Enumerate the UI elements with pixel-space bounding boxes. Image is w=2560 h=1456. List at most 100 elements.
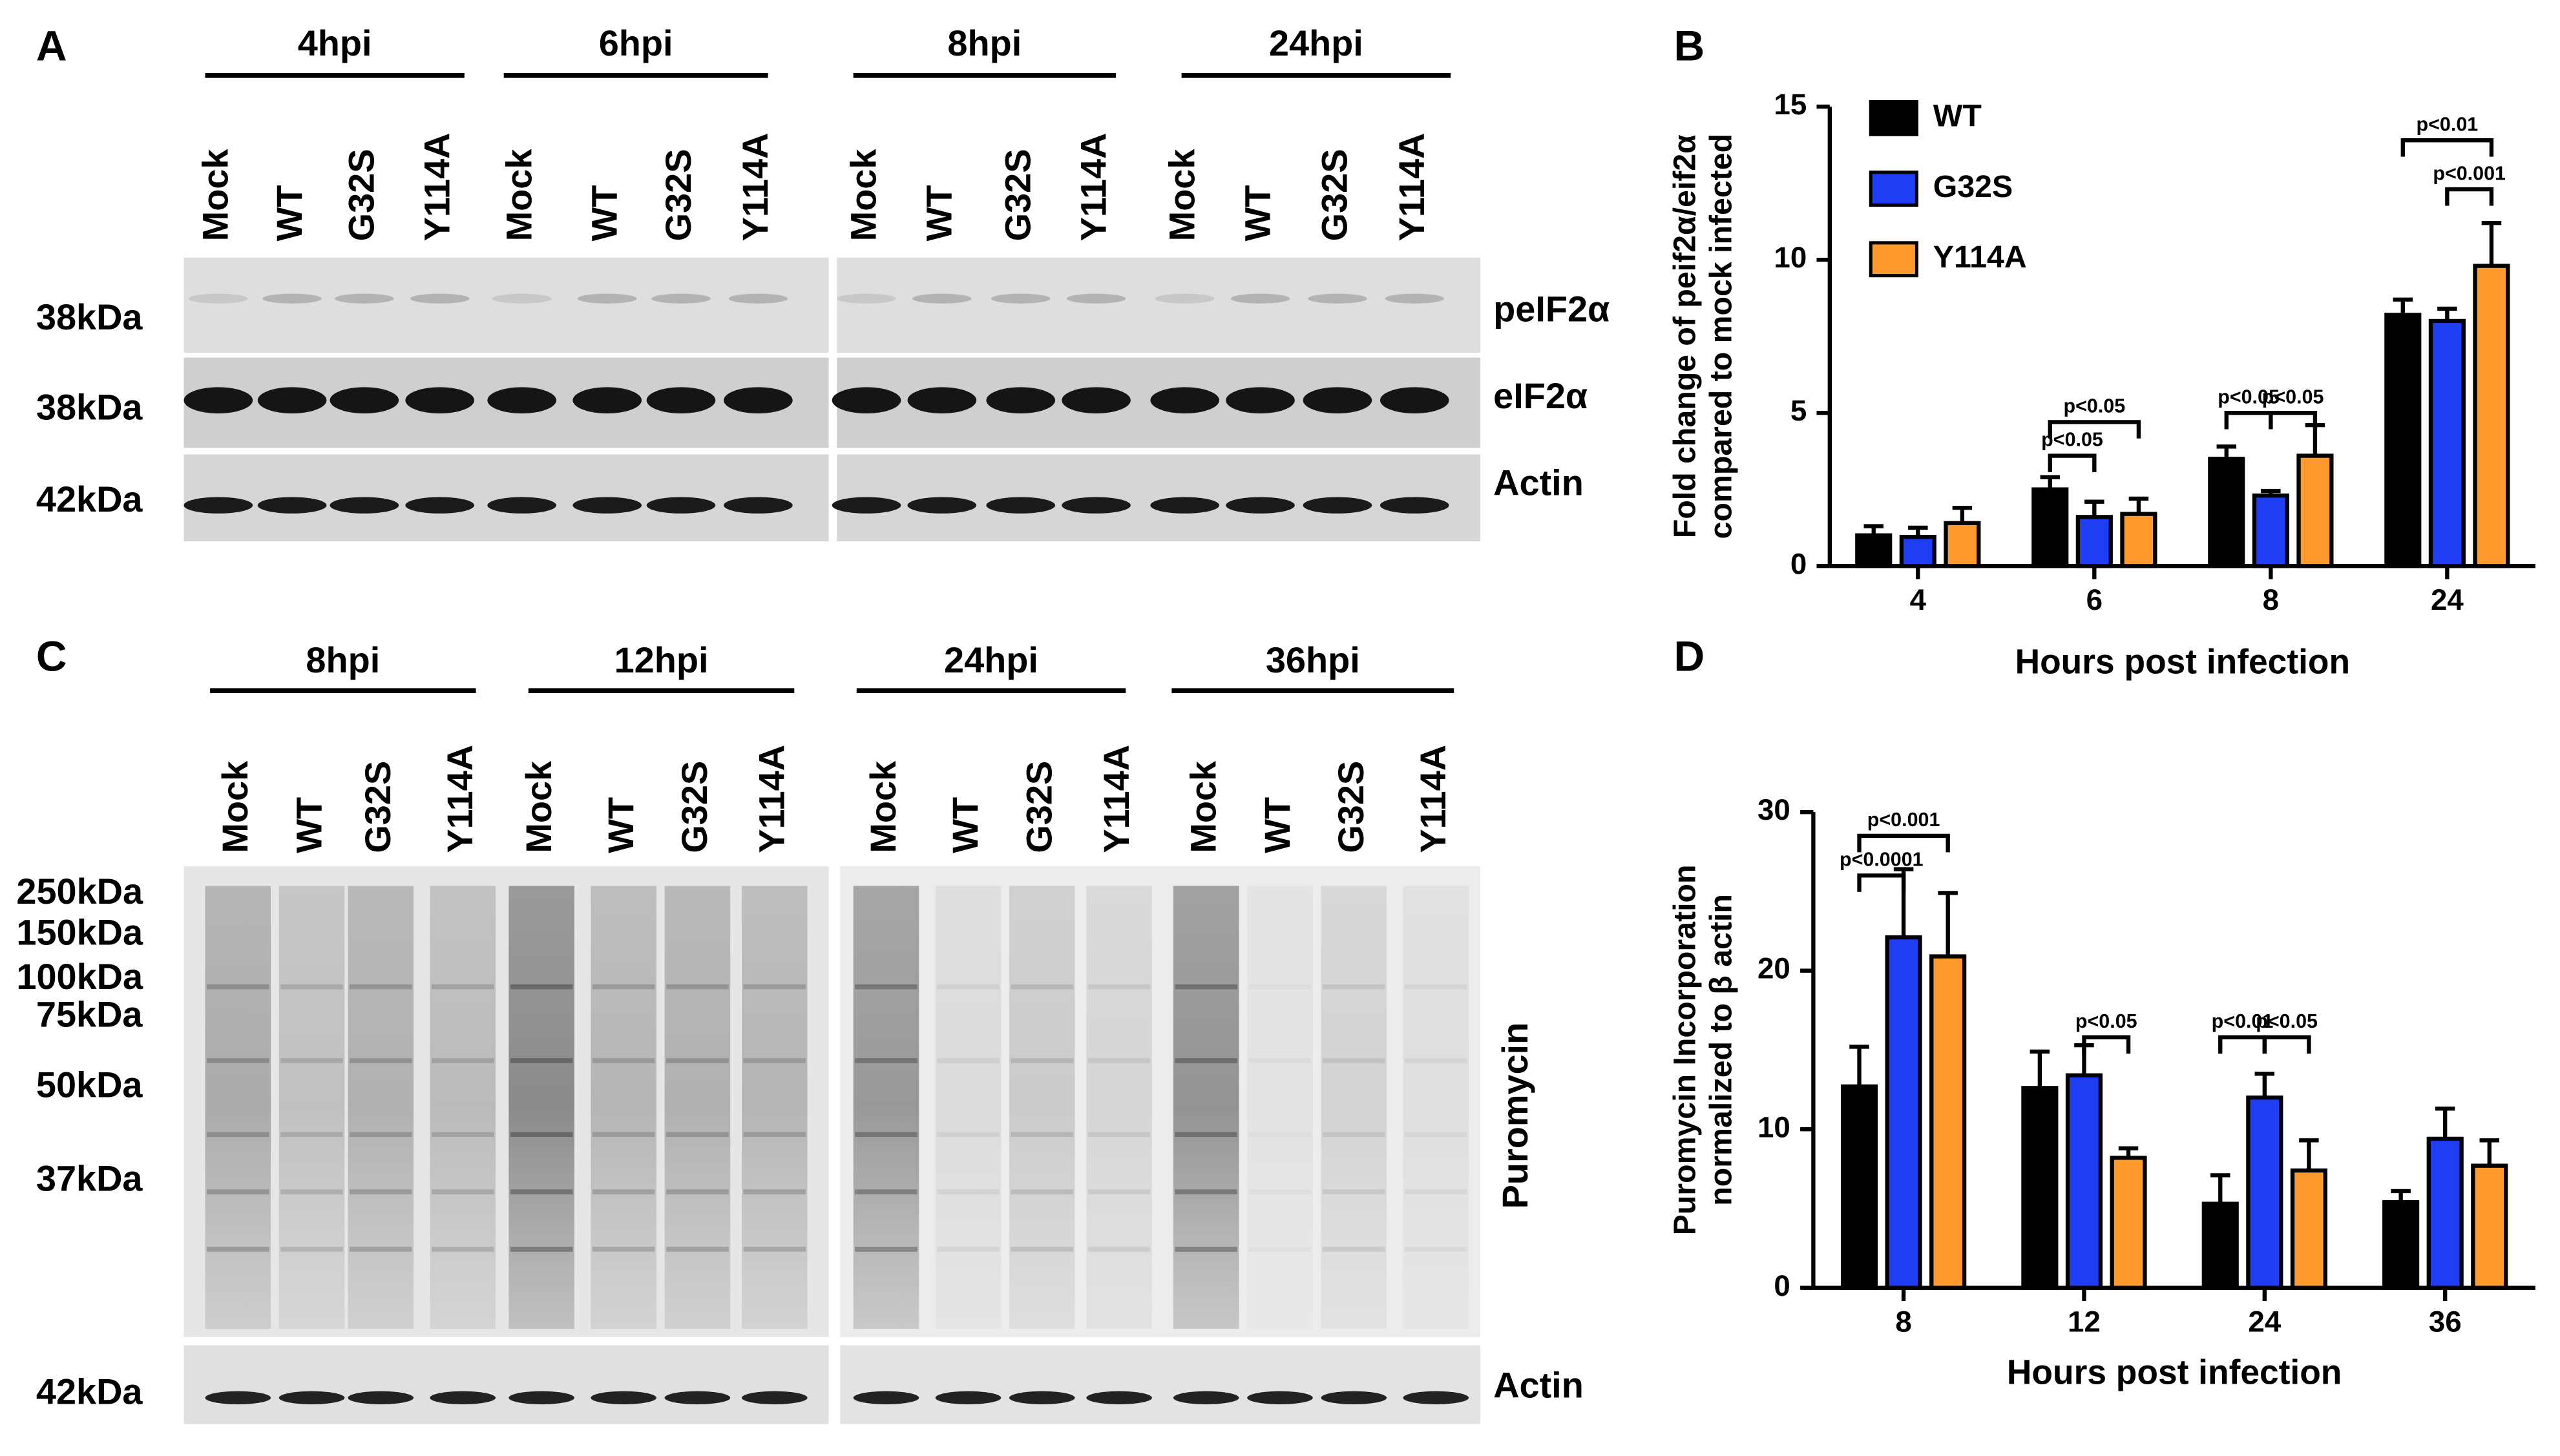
band (1303, 387, 1372, 414)
x-axis-label: Hours post infection (2015, 643, 2350, 681)
band (510, 1058, 573, 1063)
bar (2075, 515, 2113, 568)
band (1087, 1058, 1151, 1063)
band (280, 1132, 343, 1138)
band (1226, 497, 1295, 514)
band (1248, 1132, 1312, 1138)
band (1011, 1189, 1073, 1194)
bar (2296, 453, 2334, 568)
band (853, 1391, 919, 1404)
band (1403, 1391, 1469, 1404)
y-tick-label: 10 (1757, 1110, 1790, 1143)
band (1405, 984, 1467, 990)
bar (2252, 493, 2289, 568)
band (405, 497, 474, 514)
legend-swatch (1869, 171, 1918, 207)
band (937, 1247, 1000, 1252)
band (1248, 1189, 1312, 1194)
lane-label: G32S (1314, 149, 1355, 241)
band (1380, 387, 1449, 414)
smear (591, 886, 656, 1329)
band (651, 293, 711, 304)
lane-label: Mock (1161, 149, 1202, 242)
band (724, 387, 793, 414)
band (855, 1247, 918, 1252)
band (1150, 497, 1220, 514)
x-tick-label: 24 (2431, 583, 2464, 616)
smear (664, 886, 731, 1329)
bar (2246, 1095, 2283, 1290)
band (431, 1189, 494, 1194)
bar (2031, 487, 2069, 568)
band (278, 1391, 345, 1404)
band (907, 387, 977, 414)
timepoint-label: 8hpi (947, 23, 1022, 63)
band (937, 1189, 1000, 1194)
band (855, 984, 918, 990)
band (405, 387, 474, 414)
significance-bracket (1857, 873, 1906, 892)
band (431, 1058, 494, 1063)
band (1087, 1189, 1151, 1194)
band (666, 1189, 729, 1194)
y-tick-label: 15 (1774, 88, 1807, 121)
bar (1855, 533, 1893, 568)
smear (935, 886, 1002, 1329)
panel-letter: D (1674, 632, 1705, 680)
band (280, 1247, 343, 1252)
lane-label: G32S (357, 761, 398, 853)
legend-swatch (1869, 99, 1918, 136)
band (509, 1391, 574, 1404)
band (510, 1189, 573, 1194)
bar (2471, 1163, 2508, 1290)
band (1321, 1391, 1387, 1404)
smear (278, 886, 345, 1329)
lane-label: G32S (1019, 761, 1060, 853)
band (1155, 293, 1215, 304)
band (510, 1247, 573, 1252)
band (1380, 497, 1449, 514)
blot-background (184, 257, 829, 353)
smear (853, 886, 919, 1329)
significance-bracket (2400, 138, 2494, 157)
band (349, 1058, 412, 1063)
band (410, 293, 470, 304)
band (1405, 1189, 1467, 1194)
band (431, 1132, 494, 1138)
band (572, 497, 642, 514)
bar (2428, 318, 2466, 568)
lane-label: Mock (863, 760, 903, 853)
blot-background (840, 1345, 1480, 1424)
lane-label: Mock (215, 760, 255, 853)
marker-label: 38kDa (36, 296, 143, 337)
band (937, 1058, 1000, 1063)
lane-label: Y114A (1073, 133, 1113, 242)
band (1087, 1247, 1151, 1252)
smear (1009, 886, 1075, 1329)
band (592, 1189, 655, 1194)
band (189, 293, 248, 304)
bar (1840, 1084, 1878, 1290)
lane-label: WT (288, 797, 329, 853)
lane-label: Y114A (416, 133, 457, 242)
significance-label: p<0.05 (2256, 1010, 2318, 1032)
band (487, 387, 556, 414)
smear (1403, 886, 1469, 1329)
band (935, 1391, 1002, 1404)
x-tick-label: 8 (1895, 1305, 1911, 1338)
band (1308, 293, 1367, 304)
significance-bracket (2218, 1035, 2267, 1054)
band (1087, 1132, 1151, 1138)
band (1226, 387, 1295, 414)
marker-label: 250kDa (16, 871, 143, 911)
significance-bracket (2262, 1035, 2311, 1054)
lane-label: Y114A (439, 745, 480, 853)
band (855, 1132, 918, 1138)
marker-label: 50kDa (36, 1065, 143, 1105)
significance-bracket (2445, 187, 2494, 206)
band (431, 984, 494, 990)
marker-label: 38kDa (36, 387, 143, 428)
band (1248, 1058, 1312, 1063)
band (1086, 1391, 1152, 1404)
band (280, 1189, 343, 1194)
